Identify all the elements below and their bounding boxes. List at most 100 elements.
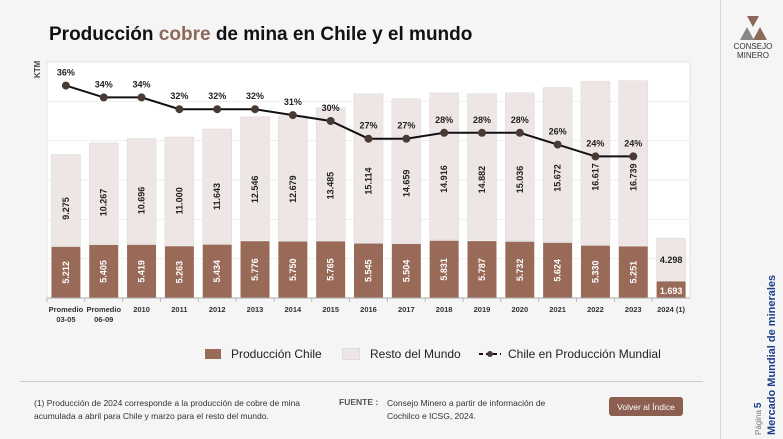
share-marker — [364, 134, 373, 143]
label-rest: 11.000 — [174, 187, 184, 214]
label-rest: 9.275 — [61, 197, 71, 220]
legend-rest: Resto del Mundo — [342, 347, 461, 361]
bar-rest — [353, 93, 384, 243]
label-rest: 16.739 — [628, 163, 638, 191]
bar-chile — [89, 244, 119, 298]
share-label: 30% — [322, 103, 340, 113]
bar-rest — [429, 92, 459, 240]
share-line — [65, 84, 634, 158]
label-rest: 14.916 — [439, 165, 449, 193]
share-marker — [402, 134, 411, 143]
x-tick-label: 2023 — [625, 305, 642, 314]
line-marker-icon — [479, 351, 501, 357]
label-chile: 5.504 — [401, 260, 411, 283]
divider — [20, 381, 703, 382]
share-marker — [99, 93, 108, 102]
copper-production-chart: KTM5.2129.275Promedio03-055.40510.267Pro… — [33, 60, 691, 324]
label-chile: 5.765 — [326, 258, 336, 281]
bar-rest — [240, 116, 270, 241]
label-rest: 13.485 — [326, 172, 336, 200]
share-label: 32% — [170, 91, 188, 101]
bar-rest — [656, 237, 686, 281]
label-rest: 15.036 — [515, 166, 525, 194]
source-label: FUENTE : — [339, 397, 379, 407]
bar-chile — [580, 245, 610, 298]
share-marker — [477, 128, 486, 137]
bar-chile — [127, 244, 157, 298]
label-chile: 5.212 — [61, 261, 71, 284]
x-tick-label: 2011 — [171, 305, 187, 314]
bar-rest — [467, 93, 497, 241]
share-label: 26% — [549, 127, 567, 137]
share-label: 24% — [586, 138, 604, 148]
x-tick-label: 2019 — [474, 305, 491, 314]
label-chile: 5.624 — [553, 259, 563, 282]
x-tick-label: 2020 — [511, 305, 528, 314]
x-tick-label: 2012 — [209, 305, 226, 314]
x-tick-label: Promedio — [86, 305, 121, 314]
bar-rest — [202, 128, 233, 244]
label-chile: 5.776 — [250, 258, 260, 281]
label-chile: 5.251 — [628, 261, 638, 284]
share-marker — [288, 111, 297, 120]
y-axis-label: KTM — [33, 60, 42, 78]
label-rest: 14.659 — [401, 170, 411, 198]
share-marker — [629, 152, 638, 161]
bar-rest — [618, 80, 649, 246]
x-tick-label: 06-09 — [94, 315, 113, 324]
bar-chile — [51, 246, 81, 298]
x-tick-label: 2017 — [398, 305, 415, 314]
bar-chile — [429, 240, 459, 298]
share-marker — [515, 128, 524, 137]
logo-triangles-icon — [740, 16, 767, 40]
share-label: 27% — [397, 121, 415, 131]
bar-rest — [88, 142, 119, 245]
bar-chile — [467, 241, 497, 298]
x-tick-label: 03-05 — [56, 315, 75, 324]
label-rest: 16.617 — [590, 163, 600, 191]
legend-share: Chile en Producción Mundial — [478, 347, 661, 361]
bar-chile — [543, 242, 573, 298]
label-chile: 5.405 — [99, 260, 109, 283]
x-tick-label: 2013 — [247, 305, 264, 314]
label-rest: 15.114 — [364, 168, 374, 195]
label-rest: 15.672 — [553, 164, 563, 192]
page-title: Producción cobre de mina en Chile y el m… — [49, 24, 473, 45]
label-chile: 5.831 — [439, 258, 449, 281]
bar-chile — [240, 241, 270, 298]
share-marker — [137, 93, 146, 102]
label-chile: 5.330 — [590, 261, 600, 284]
sidebar-divider — [720, 0, 721, 439]
label-rest: 10.267 — [99, 189, 109, 217]
back-to-index-button[interactable]: Volver al Índice — [609, 397, 683, 416]
share-label: 28% — [511, 115, 529, 125]
x-tick-label: 2015 — [322, 305, 339, 314]
label-chile: 1.693 — [660, 286, 683, 296]
share-marker — [61, 81, 70, 90]
share-marker — [440, 128, 449, 137]
share-marker — [251, 105, 260, 114]
bar-chile — [618, 246, 648, 298]
consejo-minero-logo: CONSEJO MINERO — [728, 14, 778, 60]
label-chile: 5.419 — [137, 260, 147, 283]
label-chile: 5.545 — [364, 259, 374, 282]
x-tick-label: 2018 — [436, 305, 453, 314]
label-rest: 12.679 — [288, 175, 298, 203]
sidebar-page-info: Página5 Mercado Mundial de minerales — [753, 274, 778, 435]
share-label: 27% — [359, 121, 377, 131]
footnote: (1) Producción de 2024 corresponde a la … — [34, 398, 301, 421]
label-rest: 10.696 — [137, 187, 147, 215]
share-label: 28% — [435, 115, 453, 125]
bar-rest — [315, 107, 346, 241]
label-rest: 12.546 — [250, 176, 260, 204]
label-chile: 5.434 — [212, 260, 222, 283]
bar-chile — [391, 243, 421, 298]
x-tick-label: 2021 — [549, 305, 566, 314]
legend-chile: Producción Chile — [205, 347, 322, 361]
share-marker — [175, 105, 184, 114]
bar-rest — [504, 92, 535, 241]
share-label: 24% — [624, 138, 642, 148]
share-label: 32% — [208, 91, 226, 101]
bar-rest — [391, 98, 422, 244]
share-label: 31% — [284, 97, 302, 107]
